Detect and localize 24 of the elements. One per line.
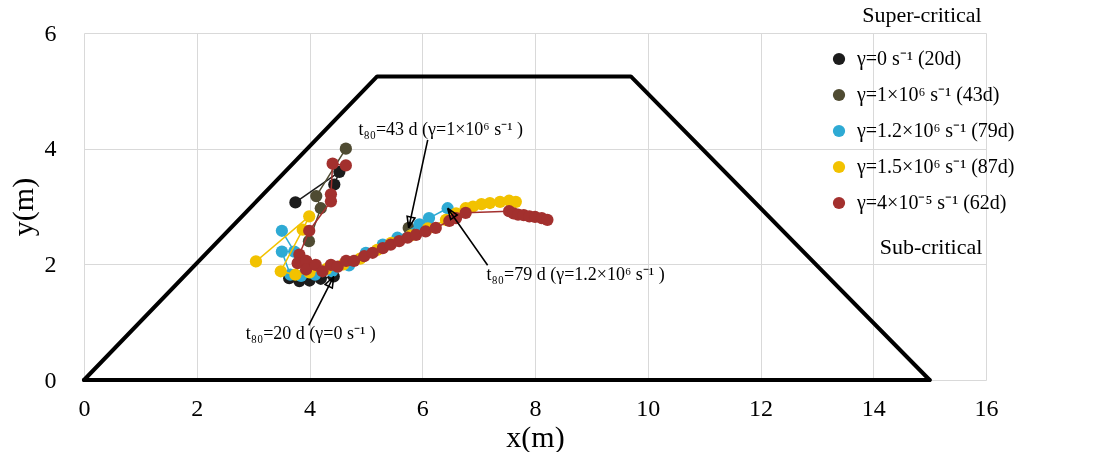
legend-label: γ=4×10⁻⁵ s⁻¹ (62d) xyxy=(856,191,1007,214)
x-tick-label: 14 xyxy=(861,394,886,421)
x-tick-label: 12 xyxy=(749,394,773,421)
annotation: Sub-critical xyxy=(879,234,983,259)
legend-label: γ=1.5×10⁶ s⁻¹ (87d) xyxy=(856,155,1015,178)
annotation: t₈₀=79 d (γ=1.2×10⁶ s⁻¹ ) xyxy=(486,264,665,286)
x-tick-label: 0 xyxy=(78,394,91,421)
x-tick-label: 6 xyxy=(416,394,429,421)
legend-label: γ=1×10⁶ s⁻¹ (43d) xyxy=(856,83,1000,106)
legend-label: γ=1.2×10⁶ s⁻¹ (79d) xyxy=(856,119,1015,142)
annotation: t₈₀=43 d (γ=1×10⁶ s⁻¹ ) xyxy=(358,118,524,140)
annotation: t₈₀=20 d (γ=0 s⁻¹ ) xyxy=(245,323,376,345)
x-tick-label: 8 xyxy=(529,394,542,421)
y-tick-label: 6 xyxy=(44,19,57,46)
x-tick-label: 10 xyxy=(636,394,661,421)
y-tick-label: 0 xyxy=(44,366,57,393)
x-tick-label: 2 xyxy=(191,394,204,421)
y-tick-label: 2 xyxy=(44,250,57,277)
y-tick-label: 4 xyxy=(44,135,57,162)
legend-title: Super-critical xyxy=(862,2,982,27)
x-tick-label: 16 xyxy=(974,394,999,421)
x-tick-label: 4 xyxy=(304,394,316,421)
legend-label: γ=0 s⁻¹ (20d) xyxy=(856,47,962,70)
y-axis-title: y(m) xyxy=(5,177,40,237)
